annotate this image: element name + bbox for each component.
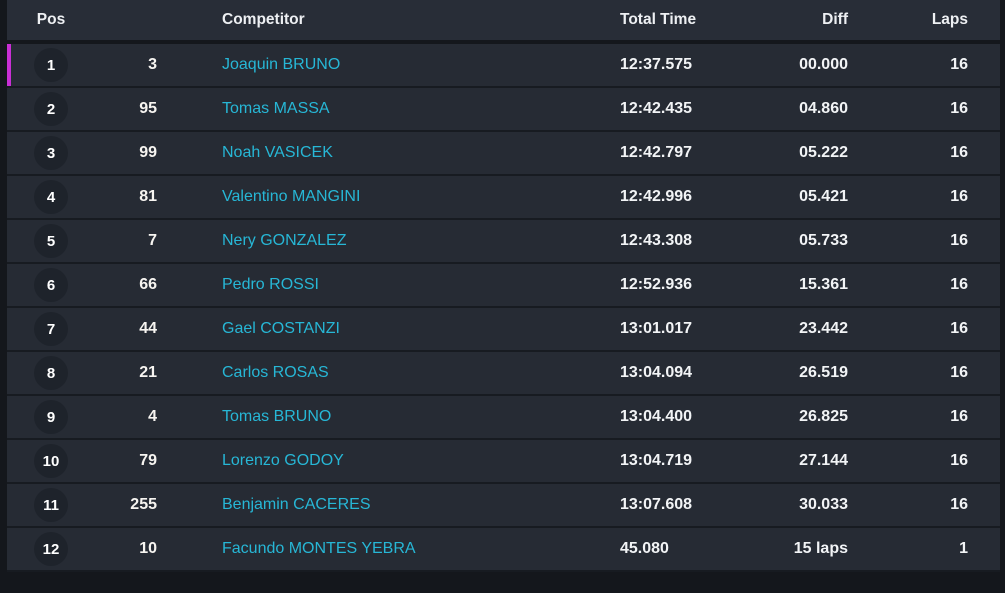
diff-value: 00.000 — [799, 56, 848, 73]
total-time: 12:42.435 — [620, 100, 693, 117]
diff-value: 05.222 — [799, 144, 848, 161]
position-badge: 7 — [34, 312, 68, 346]
car-number: 7 — [148, 232, 157, 249]
car-number: 3 — [148, 56, 157, 73]
total-time: 12:42.996 — [620, 188, 693, 205]
car-number: 79 — [139, 452, 157, 469]
result-row[interactable]: 8 21 Carlos ROSAS 13:04.094 26.519 16 — [7, 352, 1000, 396]
table-header-row: Pos Competitor Total Time Diff Laps — [7, 0, 1000, 44]
total-time: 12:42.797 — [620, 144, 693, 161]
total-time: 12:43.308 — [620, 232, 693, 249]
car-number: 21 — [139, 364, 157, 381]
laps-value: 1 — [959, 540, 968, 557]
total-time: 13:01.017 — [620, 320, 693, 337]
result-row[interactable]: 5 7 Nery GONZALEZ 12:43.308 05.733 16 — [7, 220, 1000, 264]
total-time: 12:37.575 — [620, 56, 693, 73]
laps-value: 16 — [950, 452, 968, 469]
diff-value: 15.361 — [799, 276, 848, 293]
competitor-name[interactable]: Noah VASICEK — [222, 144, 333, 161]
total-time: 13:07.608 — [620, 496, 693, 513]
diff-value: 26.825 — [799, 408, 848, 425]
laps-value: 16 — [950, 144, 968, 161]
laps-value: 16 — [950, 276, 968, 293]
competitor-name[interactable]: Tomas MASSA — [222, 100, 330, 117]
results-table: Pos Competitor Total Time Diff Laps 1 3 … — [7, 0, 1000, 572]
result-row-selected[interactable]: 1 3 Joaquin BRUNO 12:37.575 00.000 16 — [7, 44, 1000, 88]
diff-value: 30.033 — [799, 496, 848, 513]
result-row[interactable]: 6 66 Pedro ROSSI 12:52.936 15.361 16 — [7, 264, 1000, 308]
header-diff: Diff — [822, 11, 848, 28]
total-time: 45.080 — [620, 540, 669, 557]
competitor-name[interactable]: Tomas BRUNO — [222, 408, 332, 425]
competitor-name[interactable]: Facundo MONTES YEBRA — [222, 540, 416, 557]
header-total-time: Total Time — [620, 11, 697, 28]
car-number: 99 — [139, 144, 157, 161]
competitor-name[interactable]: Lorenzo GODOY — [222, 452, 344, 469]
table-body: 1 3 Joaquin BRUNO 12:37.575 00.000 16 2 … — [7, 44, 1000, 572]
position-badge: 8 — [34, 356, 68, 390]
result-row[interactable]: 7 44 Gael COSTANZI 13:01.017 23.442 16 — [7, 308, 1000, 352]
car-number: 4 — [148, 408, 157, 425]
header-laps: Laps — [931, 11, 968, 28]
diff-value: 26.519 — [799, 364, 848, 381]
laps-value: 16 — [950, 496, 968, 513]
total-time: 13:04.400 — [620, 408, 693, 425]
position-badge: 2 — [34, 92, 68, 126]
laps-value: 16 — [950, 408, 968, 425]
position-badge: 5 — [34, 224, 68, 258]
car-number: 66 — [139, 276, 157, 293]
diff-value: 23.442 — [799, 320, 848, 337]
car-number: 44 — [139, 320, 157, 337]
total-time: 12:52.936 — [620, 276, 693, 293]
header-pos: Pos — [36, 11, 66, 28]
laps-value: 16 — [950, 320, 968, 337]
laps-value: 16 — [950, 364, 968, 381]
competitor-name[interactable]: Pedro ROSSI — [222, 276, 319, 293]
position-badge: 9 — [34, 400, 68, 434]
result-row[interactable]: 2 95 Tomas MASSA 12:42.435 04.860 16 — [7, 88, 1000, 132]
result-row[interactable]: 12 10 Facundo MONTES YEBRA 45.080 15 lap… — [7, 528, 1000, 572]
position-badge: 1 — [34, 48, 68, 82]
total-time: 13:04.094 — [620, 364, 693, 381]
result-row[interactable]: 3 99 Noah VASICEK 12:42.797 05.222 16 — [7, 132, 1000, 176]
result-row[interactable]: 4 81 Valentino MANGINI 12:42.996 05.421 … — [7, 176, 1000, 220]
result-row[interactable]: 10 79 Lorenzo GODOY 13:04.719 27.144 16 — [7, 440, 1000, 484]
diff-value: 15 laps — [793, 540, 848, 557]
result-row[interactable]: 9 4 Tomas BRUNO 13:04.400 26.825 16 — [7, 396, 1000, 440]
diff-value: 05.421 — [799, 188, 848, 205]
position-badge: 6 — [34, 268, 68, 302]
position-badge: 4 — [34, 180, 68, 214]
laps-value: 16 — [950, 56, 968, 73]
laps-value: 16 — [950, 188, 968, 205]
car-number: 81 — [139, 188, 157, 205]
laps-value: 16 — [950, 100, 968, 117]
header-competitor: Competitor — [222, 11, 305, 28]
position-badge: 10 — [34, 444, 68, 478]
position-badge: 12 — [34, 532, 68, 566]
competitor-name[interactable]: Nery GONZALEZ — [222, 232, 347, 249]
competitor-name[interactable]: Joaquin BRUNO — [222, 56, 341, 73]
position-badge: 11 — [34, 488, 68, 522]
car-number: 255 — [130, 496, 157, 513]
competitor-name[interactable]: Benjamin CACERES — [222, 496, 371, 513]
position-badge: 3 — [34, 136, 68, 170]
total-time: 13:04.719 — [620, 452, 693, 469]
diff-value: 05.733 — [799, 232, 848, 249]
diff-value: 27.144 — [799, 452, 848, 469]
competitor-name[interactable]: Gael COSTANZI — [222, 320, 340, 337]
car-number: 10 — [139, 540, 157, 557]
competitor-name[interactable]: Carlos ROSAS — [222, 364, 329, 381]
result-row[interactable]: 11 255 Benjamin CACERES 13:07.608 30.033… — [7, 484, 1000, 528]
laps-value: 16 — [950, 232, 968, 249]
diff-value: 04.860 — [799, 100, 848, 117]
competitor-name[interactable]: Valentino MANGINI — [222, 188, 361, 205]
car-number: 95 — [139, 100, 157, 117]
